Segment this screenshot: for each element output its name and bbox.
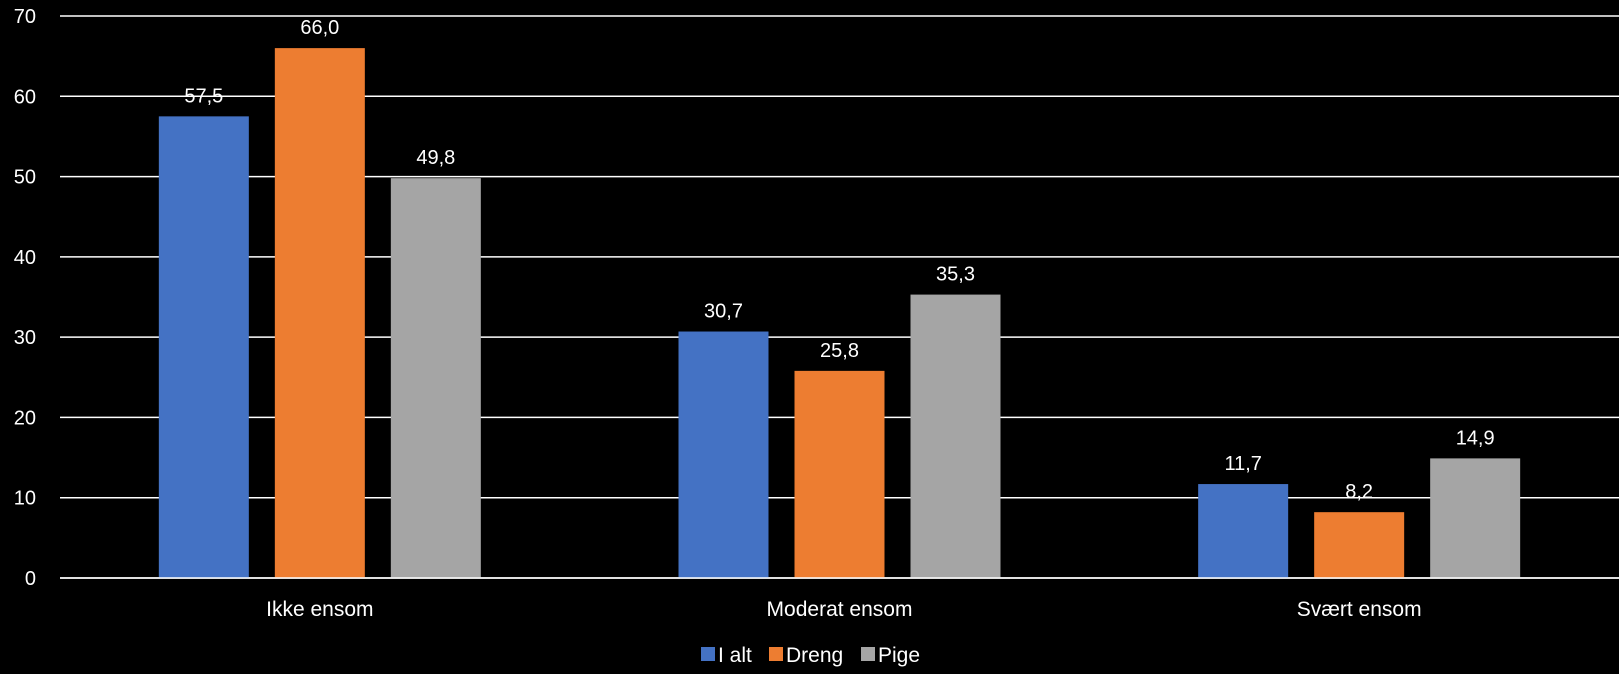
data-label: 35,3 <box>936 264 975 286</box>
x-tick-label: Ikke ensom <box>266 598 373 621</box>
bar <box>678 331 769 578</box>
legend: I alt Dreng Pige <box>701 644 920 667</box>
y-tick-label: 0 <box>25 568 36 590</box>
y-tick-label: 60 <box>14 86 36 108</box>
x-tick-label: Svært ensom <box>1297 598 1422 621</box>
bar <box>794 370 885 578</box>
bar <box>274 48 365 579</box>
y-tick-label: 40 <box>14 247 36 269</box>
legend-label: Dreng <box>786 644 843 667</box>
data-label: 11,7 <box>1224 453 1261 475</box>
data-label: 49,8 <box>416 147 455 169</box>
y-tick-label: 70 <box>14 6 36 28</box>
bar <box>1314 512 1405 578</box>
data-label: 25,8 <box>820 340 859 362</box>
legend-item: I alt <box>701 644 752 667</box>
data-label: 14,9 <box>1456 427 1495 449</box>
y-tick-label: 10 <box>14 488 36 510</box>
x-axis: Ikke ensom Moderat ensom Svært ensom <box>60 577 1619 621</box>
legend-swatch <box>861 647 875 661</box>
bar <box>910 294 1001 578</box>
y-axis: 0 10 20 30 40 50 60 70 <box>14 6 36 590</box>
bar <box>158 116 249 578</box>
legend-swatch <box>701 647 715 661</box>
legend-label: Pige <box>878 644 920 667</box>
data-labels: 57,5 66,0 49,8 30,7 25,8 35,3 11,7 8,2 14,9 <box>184 17 1494 503</box>
legend-item: Pige <box>861 644 920 667</box>
data-label: 8,2 <box>1345 481 1373 503</box>
bar <box>1198 484 1289 578</box>
y-tick-label: 30 <box>14 327 36 349</box>
y-tick-label: 50 <box>14 167 36 189</box>
bars <box>158 48 1521 579</box>
data-label: 30,7 <box>704 301 743 323</box>
legend-swatch <box>769 647 783 661</box>
bar <box>1430 458 1521 578</box>
y-tick-label: 20 <box>14 407 36 429</box>
bar <box>390 178 481 579</box>
data-label: 57,5 <box>184 85 223 107</box>
data-label: 66,0 <box>300 17 339 39</box>
x-tick-label: Moderat ensom <box>767 598 913 621</box>
legend-label: I alt <box>718 644 752 667</box>
legend-item: Dreng <box>769 644 843 667</box>
